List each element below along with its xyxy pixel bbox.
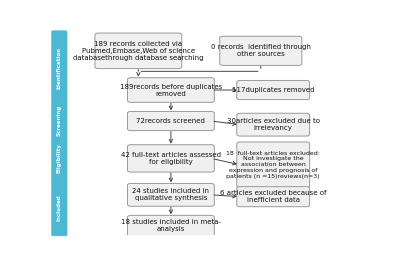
FancyBboxPatch shape	[220, 36, 302, 65]
FancyBboxPatch shape	[128, 78, 214, 102]
Text: 72records screened: 72records screened	[136, 118, 205, 124]
FancyBboxPatch shape	[52, 105, 67, 136]
Text: 18 studies included in meta-
analysis: 18 studies included in meta- analysis	[121, 219, 221, 232]
Text: Included: Included	[57, 194, 62, 221]
Text: 189records before duplicates
removed: 189records before duplicates removed	[120, 83, 222, 97]
FancyBboxPatch shape	[52, 31, 67, 106]
FancyBboxPatch shape	[237, 187, 310, 207]
FancyBboxPatch shape	[52, 136, 67, 180]
Text: Identification: Identification	[57, 47, 62, 89]
Text: 24 studies included in
qualitative synthesis: 24 studies included in qualitative synth…	[132, 188, 210, 201]
Text: 42 full-text articles assessed
for eligibility: 42 full-text articles assessed for eligi…	[121, 152, 221, 165]
FancyBboxPatch shape	[237, 142, 310, 187]
Text: 117duplicates removed: 117duplicates removed	[232, 87, 314, 93]
Text: Screening: Screening	[57, 105, 62, 136]
Text: 18  full-text articles excluded:
Not investigate the
association between
express: 18 full-text articles excluded: Not inve…	[226, 151, 320, 179]
Text: 30articles excluded due to
irrelevancy: 30articles excluded due to irrelevancy	[227, 118, 320, 131]
FancyBboxPatch shape	[128, 111, 214, 131]
FancyBboxPatch shape	[128, 183, 214, 206]
FancyBboxPatch shape	[95, 33, 182, 69]
FancyBboxPatch shape	[128, 215, 214, 236]
FancyBboxPatch shape	[52, 179, 67, 236]
Text: 6 articles excluded because of
inefficient data: 6 articles excluded because of inefficie…	[220, 190, 326, 203]
Text: 189 records collected via
Pubmed,Embase,Web of science
databasethrough database : 189 records collected via Pubmed,Embase,…	[73, 41, 204, 61]
FancyBboxPatch shape	[128, 145, 214, 172]
FancyBboxPatch shape	[237, 113, 310, 136]
FancyBboxPatch shape	[237, 81, 310, 100]
Text: Eligibility: Eligibility	[57, 143, 62, 173]
Text: 0 records  identified through
other sources: 0 records identified through other sourc…	[211, 44, 311, 57]
